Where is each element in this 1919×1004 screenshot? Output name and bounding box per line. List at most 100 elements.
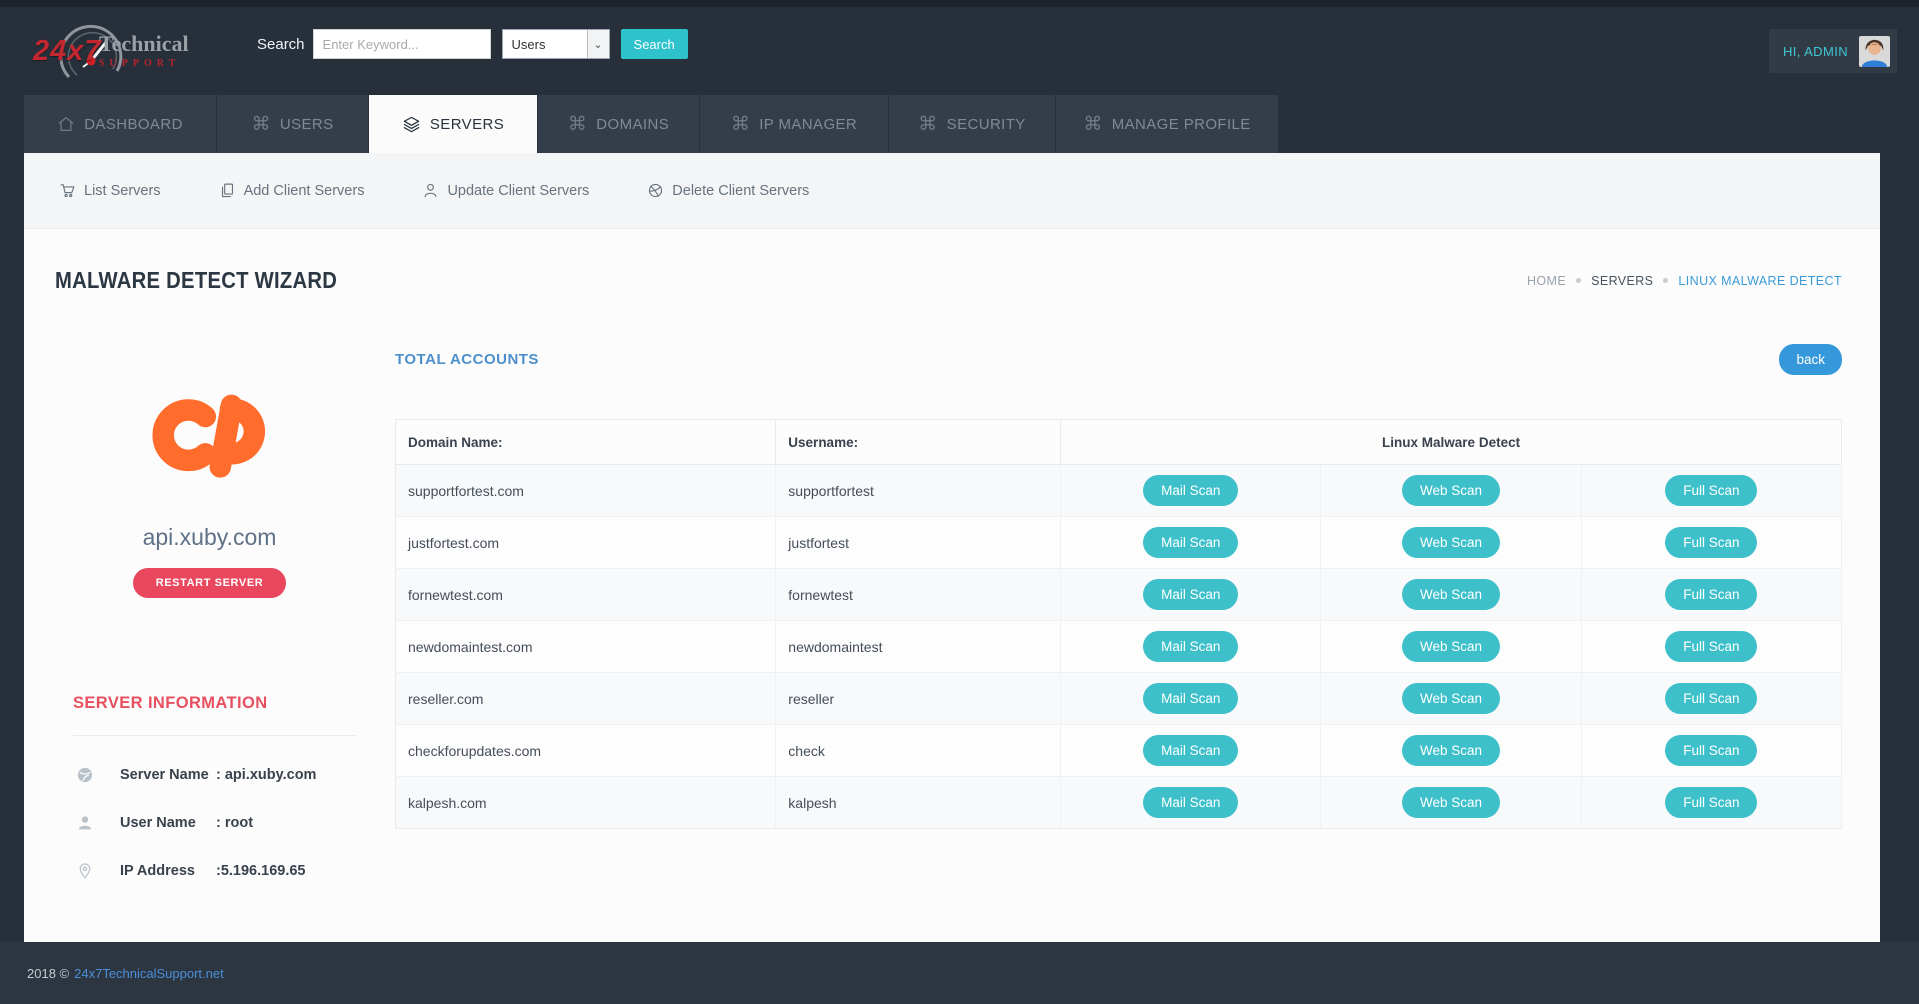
- servers-subnav: List Servers Add Client Servers Update Cli…: [24, 153, 1880, 229]
- brand-logo[interactable]: 24x7 Technical SUPPORT: [27, 13, 192, 89]
- scan-cell: Web Scan: [1320, 724, 1582, 777]
- table-row: kalpesh.com kalpesh Mail Scan Web Scan Full …: [395, 776, 1843, 829]
- logo-text-support: SUPPORT: [99, 58, 181, 69]
- table-row: checkforupdates.com check Mail Scan Web Sca…: [395, 724, 1843, 777]
- copyright-text: 2018 ©: [27, 965, 70, 981]
- tab-security[interactable]: ⌘ SECURITY: [889, 95, 1056, 153]
- scan-cell: Mail Scan: [1060, 672, 1322, 725]
- domain-cell: newdomaintest.com: [395, 620, 777, 673]
- app-footer: 2018 © 24x7TechnicalSupport.net: [0, 942, 1919, 1004]
- user-icon: [76, 814, 94, 832]
- tab-dashboard[interactable]: DASHBOARD: [24, 95, 217, 153]
- scan-cell: Full Scan: [1581, 672, 1843, 725]
- domains-icon: ⌘: [567, 113, 588, 135]
- scan-cell: Full Scan: [1581, 724, 1843, 777]
- full-scan-button[interactable]: Full Scan: [1665, 735, 1758, 766]
- full-scan-button[interactable]: Full Scan: [1665, 631, 1758, 662]
- breadcrumb-separator: [1663, 278, 1669, 283]
- web-scan-button[interactable]: Web Scan: [1402, 527, 1501, 558]
- breadcrumb-item-home[interactable]: HOME: [1526, 273, 1567, 288]
- subnav-item-add-client-servers[interactable]: Add Client Servers: [219, 182, 365, 199]
- tab-domains[interactable]: ⌘ DOMAINS: [538, 95, 700, 153]
- tab-label: SECURITY: [946, 115, 1026, 133]
- server-info-heading: SERVER INFORMATION: [73, 694, 268, 712]
- person-icon: [422, 182, 439, 199]
- web-scan-button[interactable]: Web Scan: [1402, 787, 1501, 818]
- scan-cell: Mail Scan: [1060, 620, 1322, 673]
- mail-scan-button[interactable]: Mail Scan: [1143, 787, 1239, 818]
- tab-label: SERVERS: [429, 115, 505, 133]
- restart-server-button[interactable]: RESTART SERVER: [132, 568, 287, 598]
- top-strip: [0, 0, 1919, 7]
- full-scan-button[interactable]: Full Scan: [1665, 683, 1758, 714]
- admin-menu[interactable]: HI, ADMIN: [1769, 29, 1897, 73]
- dribbble-icon: [647, 182, 664, 199]
- tab-servers[interactable]: SERVERS: [369, 95, 538, 153]
- accounts-panel: TOTAL ACCOUNTS back Domain Name: Usernam…: [394, 318, 1843, 880]
- tab-users[interactable]: ⌘ USERS: [217, 95, 369, 153]
- breadcrumb: HOME SERVERS LINUX MALWARE DETECT: [1527, 274, 1842, 288]
- scan-cell: Mail Scan: [1060, 724, 1322, 777]
- subnav-label: Update Client Servers: [447, 182, 590, 199]
- full-scan-button[interactable]: Full Scan: [1665, 475, 1758, 506]
- subnav-label: List Servers: [84, 182, 161, 199]
- subnav-item-delete-client-servers[interactable]: Delete Client Servers: [647, 182, 809, 199]
- web-scan-button[interactable]: Web Scan: [1402, 735, 1501, 766]
- globe-icon: [76, 766, 94, 784]
- mail-scan-button[interactable]: Mail Scan: [1143, 683, 1239, 714]
- subnav-item-update-client-servers[interactable]: Update Client Servers: [422, 182, 589, 199]
- column-header-domain: Domain Name:: [394, 419, 777, 465]
- cart-icon: [59, 182, 76, 199]
- mail-scan-button[interactable]: Mail Scan: [1143, 631, 1239, 662]
- username-cell: reseller: [775, 672, 1062, 725]
- search-button[interactable]: Search: [620, 29, 688, 59]
- tab-ip-manager[interactable]: ⌘ IP MANAGER: [700, 95, 889, 153]
- mail-scan-button[interactable]: Mail Scan: [1143, 527, 1239, 558]
- tab-label: DOMAINS: [596, 115, 670, 133]
- logo-text-24x7: 24x7: [33, 35, 102, 67]
- table-row: fornewtest.com fornewtest Mail Scan Web Sca…: [395, 568, 1843, 621]
- scan-cell: Web Scan: [1320, 464, 1582, 517]
- search-category-value: Users: [511, 36, 546, 52]
- column-header-lmd: Linux Malware Detect: [1060, 419, 1842, 465]
- info-label: IP Address: [120, 863, 195, 879]
- username-cell: justfortest: [775, 516, 1062, 569]
- subnav-label: Delete Client Servers: [672, 182, 810, 199]
- table-row: newdomaintest.com newdomaintest Mail Scan W…: [395, 620, 1843, 673]
- logo-text-technical: Technical: [99, 31, 189, 56]
- search-input[interactable]: [312, 29, 491, 59]
- avatar[interactable]: [1859, 35, 1890, 67]
- mail-scan-button[interactable]: Mail Scan: [1143, 735, 1239, 766]
- manage-profile-icon: ⌘: [1083, 113, 1103, 135]
- full-scan-button[interactable]: Full Scan: [1665, 787, 1758, 818]
- username-cell: fornewtest: [775, 568, 1062, 621]
- username-cell: newdomaintest: [775, 620, 1062, 673]
- full-scan-button[interactable]: Full Scan: [1665, 579, 1758, 610]
- web-scan-button[interactable]: Web Scan: [1402, 579, 1501, 610]
- domain-cell: justfortest.com: [395, 516, 777, 569]
- accounts-table: Domain Name: Username: Linux Malware Det…: [394, 419, 1843, 829]
- back-button[interactable]: back: [1779, 344, 1842, 375]
- username-cell: check: [775, 724, 1062, 777]
- server-domain: api.xuby.com: [142, 524, 277, 550]
- pin-icon: [76, 862, 94, 880]
- tab-label: DASHBOARD: [84, 115, 183, 133]
- search-category-select[interactable]: Users ⌄: [501, 29, 610, 59]
- users-icon: ⌘: [251, 113, 271, 135]
- mail-scan-button[interactable]: Mail Scan: [1143, 579, 1239, 610]
- page-title: MALWARE DETECT WIZARD: [55, 267, 338, 293]
- tab-manage-profile[interactable]: ⌘ MANAGE PROFILE: [1056, 95, 1279, 153]
- scan-cell: Web Scan: [1320, 620, 1582, 673]
- full-scan-button[interactable]: Full Scan: [1665, 527, 1758, 558]
- subnav-label: Add Client Servers: [243, 182, 365, 199]
- web-scan-button[interactable]: Web Scan: [1402, 631, 1501, 662]
- mail-scan-button[interactable]: Mail Scan: [1143, 475, 1239, 506]
- subnav-item-list-servers[interactable]: List Servers: [59, 182, 161, 199]
- footer-link[interactable]: 24x7TechnicalSupport.net: [74, 965, 224, 981]
- table-row: supportfortest.com supportfortest Mail Sca…: [395, 464, 1843, 517]
- web-scan-button[interactable]: Web Scan: [1402, 475, 1501, 506]
- scan-cell: Web Scan: [1320, 672, 1582, 725]
- info-label: User Name: [120, 815, 196, 831]
- breadcrumb-item-servers[interactable]: SERVERS: [1591, 273, 1654, 288]
- web-scan-button[interactable]: Web Scan: [1402, 683, 1501, 714]
